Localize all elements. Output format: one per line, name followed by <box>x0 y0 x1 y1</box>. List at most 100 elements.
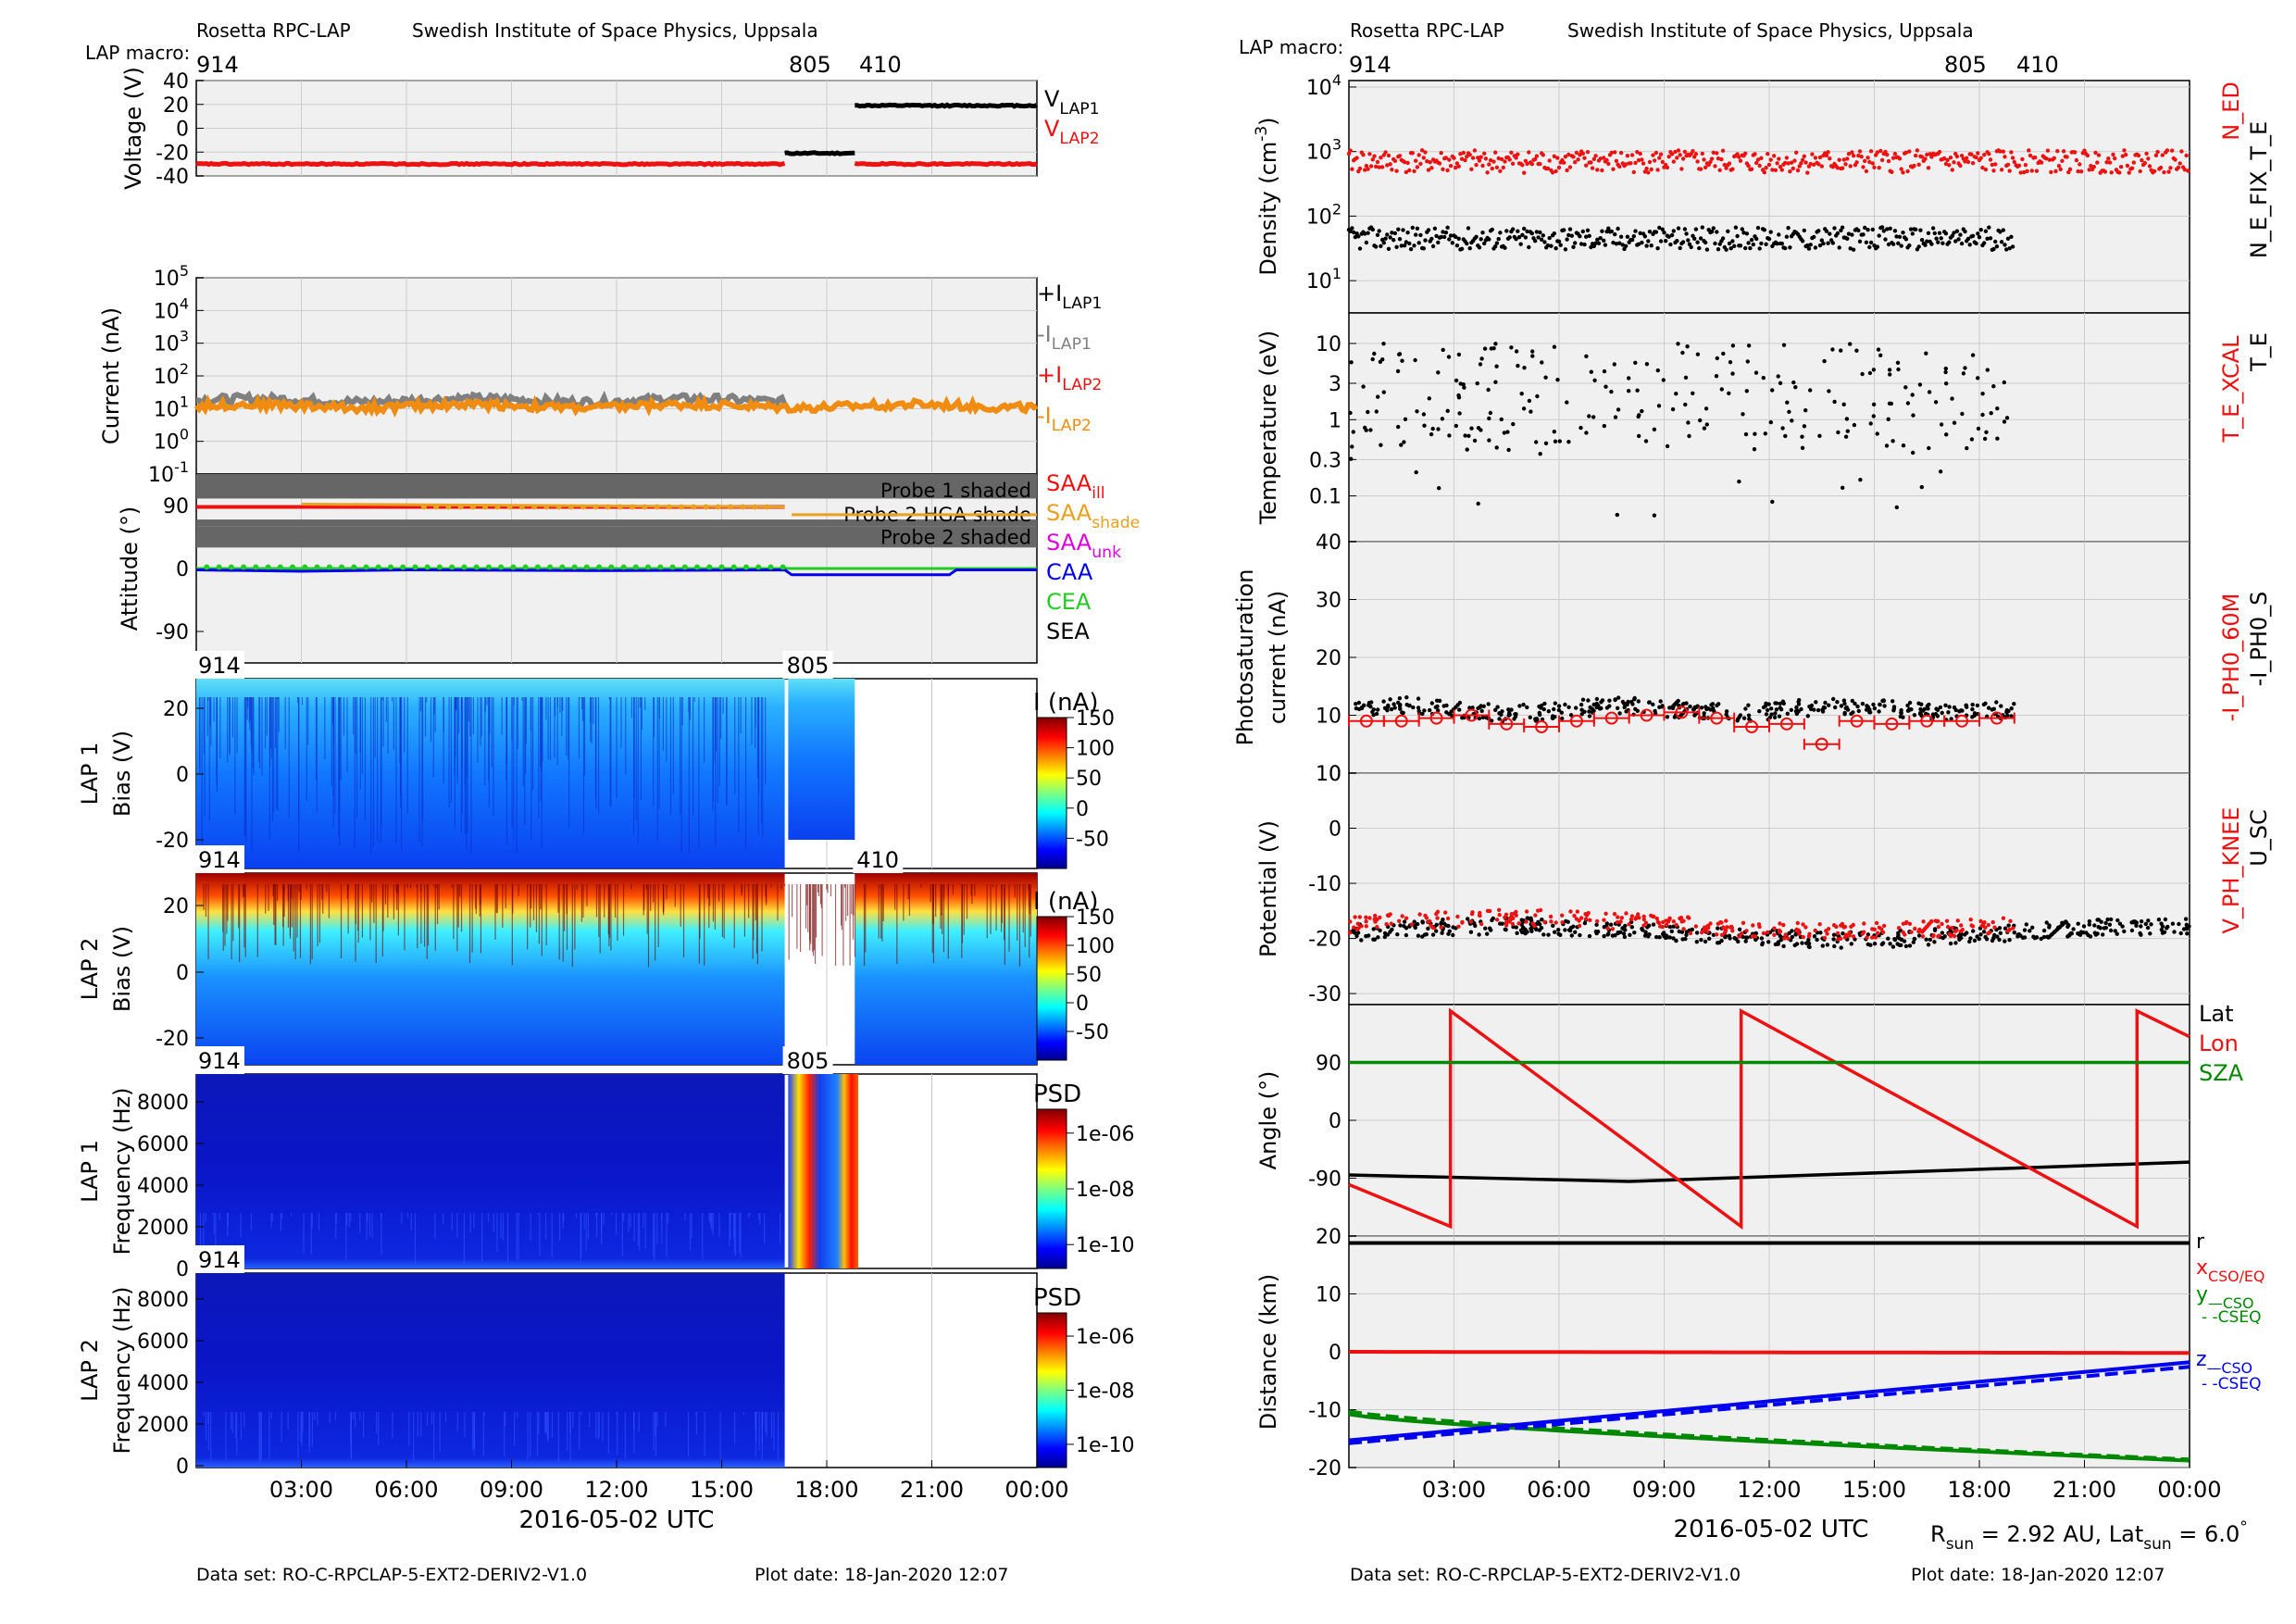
temperature-series-T_E-pt-131 <box>1463 433 1467 438</box>
density-series-N_ED-pt-395 <box>1976 151 1980 156</box>
density-series-N_E_FIX_T_E-pt-161 <box>1603 243 1608 247</box>
density-series-N_ED-pt-418 <box>2012 159 2016 165</box>
left-macro-label: LAP macro: <box>85 42 190 64</box>
density-series-N_ED-pt-394 <box>1974 155 1978 160</box>
potential-series-V_PH_KNEE-pt-152 <box>1629 914 1635 918</box>
potential-series-U_SC-pt-514 <box>1620 926 1625 931</box>
potential-series-V_PH_KNEE-pt-30 <box>1367 916 1372 920</box>
density-series-N_E_FIX_T_E-pt-218 <box>1693 227 1699 231</box>
lap2_psd-colorbar <box>1036 1312 1067 1468</box>
density-series-N_ED-pt-5 <box>1354 156 1359 160</box>
temperature-series-T_E-pt-86 <box>1366 409 1370 415</box>
density-series-N_ED-pt-27 <box>1390 168 1394 172</box>
temperature-series-T_E-pt-152 <box>1871 402 1877 406</box>
potential-series-U_SC-pt-296 <box>1778 938 1784 943</box>
density-series-N_E_FIX_T_E-pt-18 <box>1375 232 1380 237</box>
density-series-N_ED-pt-192 <box>1653 158 1657 163</box>
density-series-N_E_FIX_T_E-pt-61 <box>1443 231 1449 235</box>
potential-series-U_SC-pt-446 <box>1537 928 1542 932</box>
photo-series-I_PH0_S-pt-130 <box>1898 714 1903 719</box>
density-series-N_E_FIX_T_E-pt-112 <box>1525 229 1529 234</box>
lap2_bias-ytick-0: 20 <box>163 895 189 918</box>
potential-series-U_SC-pt-496 <box>1743 935 1749 940</box>
density-series-N_ED-pt-227 <box>1708 159 1713 165</box>
potential-series-U_SC-pt-470 <box>1912 936 1916 942</box>
potential-series-V_PH_KNEE-pt-103 <box>1347 931 1353 935</box>
temperature-series-T_E-pt-138 <box>1989 411 1993 416</box>
attitude-cea-markers-pt-1 <box>216 564 222 570</box>
potential-series-U_SC-pt-162 <box>2041 934 2047 940</box>
density-series-N_E_FIX_T_E-pt-377 <box>1947 240 1952 244</box>
voltage-legend-V_LAP1-sub: LAP1 <box>1059 100 1099 119</box>
temperature-series-T_E-pt-16 <box>1502 431 1507 435</box>
left-time-axis: 03:00 06:00 09:00 12:00 15:00 18:00 21:00 00:00 <box>269 1460 1069 1503</box>
potential-series-U_SC-pt-463 <box>1523 927 1528 931</box>
density-series-N_E_FIX_T_E-pt-108 <box>1518 242 1523 246</box>
potential-series-V_PH_KNEE-pt-237 <box>1822 935 1828 941</box>
temperature-series-T_E-pt-256 <box>1615 512 1620 518</box>
temperature-series-T_E-pt-79 <box>1868 421 1873 426</box>
potential-series-U_SC-pt-495 <box>2015 932 2020 938</box>
temperature-series-T_E-pt-50 <box>1770 499 1775 505</box>
photo-series-I_PH0_S-pt-405 <box>2004 707 2009 713</box>
distance-series-y_CSEQ <box>1348 1409 2190 1462</box>
potential-series-U_SC-pt-187 <box>1551 923 1555 928</box>
density-series-N_E_FIX_T_E-pt-135 <box>1562 228 1566 232</box>
current-ytick-3-base: 10 <box>154 366 180 389</box>
density-ylabel-sup: -3 <box>1253 126 1271 142</box>
attitude-legend-2-sub: unk <box>1092 543 1121 562</box>
temperature-series-T_E-pt-123 <box>1910 393 1915 397</box>
density-series-N_ED-pt-118 <box>1534 154 1540 158</box>
angle-series-Lat <box>1348 1160 2190 1183</box>
potential-series-U_SC-pt-377 <box>2098 926 2103 931</box>
potential-series-V_PH_KNEE-pt-253 <box>1514 909 1518 915</box>
temperature-series-T_E-pt-12 <box>1436 427 1441 431</box>
potential-series-V_PH_KNEE-pt-279 <box>1655 919 1661 924</box>
temperature-series-T_E-pt-174 <box>1363 425 1367 431</box>
potential-series-U_SC-pt-493 <box>1364 933 1368 939</box>
temperature-series-T_E-pt-185 <box>1854 348 1859 353</box>
density-series-N_E_FIX_T_E-pt-307 <box>1835 231 1841 236</box>
potential-series-U_SC-pt-429 <box>2007 938 2012 943</box>
potential-series-V_PH_KNEE-pt-4 <box>1353 915 1357 919</box>
temperature-series-T_E-pt-137 <box>1506 447 1511 453</box>
potential-series-U_SC-pt-228 <box>1972 938 1978 943</box>
potential-series-U_SC-pt-485 <box>2103 920 2108 926</box>
temperature-series-T_E-pt-57 <box>1839 348 1843 353</box>
temperature-series-T_E-pt-223 <box>1803 408 1808 413</box>
temperature-series-T_E-pt-0 <box>1534 440 1539 444</box>
left-time-tick-2: 09:00 <box>480 1477 543 1503</box>
density-series-N_E_FIX_T_E-pt-121 <box>1539 237 1544 242</box>
photo-series-I_PH0_S-pt-164 <box>1416 706 1421 710</box>
potential-series-U_SC-pt-510 <box>1416 933 1421 938</box>
temperature-series-T_E-pt-73 <box>1511 421 1516 427</box>
temperature-series-T_E-pt-47 <box>1686 420 1691 425</box>
density-series-N_ED-pt-182 <box>1636 157 1641 163</box>
temperature-series-T_E-pt-252 <box>1475 381 1479 386</box>
potential-series-U_SC-pt-173 <box>1932 940 1937 944</box>
density-series-N_E_FIX_T_E-pt-295 <box>1816 229 1821 233</box>
potential-series-U_SC-pt-48 <box>1466 917 1470 921</box>
density-series-N_E_FIX_T_E-pt-407 <box>1994 244 2000 249</box>
temperature-series-T_E-pt-221 <box>1616 407 1621 412</box>
temperature-series-T_E-pt-250 <box>1395 369 1401 374</box>
density-series-N_ED-pt-431 <box>2033 155 2038 160</box>
potential-series-V_PH_KNEE-pt-60 <box>1968 918 1973 922</box>
photo-series-I_PH0_S-pt-29 <box>2012 702 2016 706</box>
density-series-N_ED-pt-500 <box>2142 160 2147 166</box>
photo-series-I_PH0_S-pt-305 <box>1743 706 1748 711</box>
density-series-N_ED-pt-329 <box>1870 161 1876 166</box>
potential-series-U_SC-pt-443 <box>2086 932 2090 938</box>
temperature-series-T_E-pt-167 <box>1557 439 1563 443</box>
potential-series-V_PH_KNEE-pt-112 <box>1801 922 1805 927</box>
density-series-N_ED-pt-103 <box>1510 161 1516 166</box>
lap1_bias-ylabel-1: LAP 1 <box>77 743 103 806</box>
current-ytick-0-base: 10 <box>154 268 180 291</box>
attitude-cea-markers-pt-17 <box>412 564 418 570</box>
potential-series-U_SC-pt-227 <box>1794 942 1800 946</box>
density-series-N_E_FIX_T_E-pt-401 <box>1985 236 1990 241</box>
density-series-N_ED-pt-93 <box>1494 165 1500 169</box>
density-series-N_ED-pt-102 <box>1509 150 1514 155</box>
potential-series-U_SC-pt-216 <box>1578 932 1582 938</box>
